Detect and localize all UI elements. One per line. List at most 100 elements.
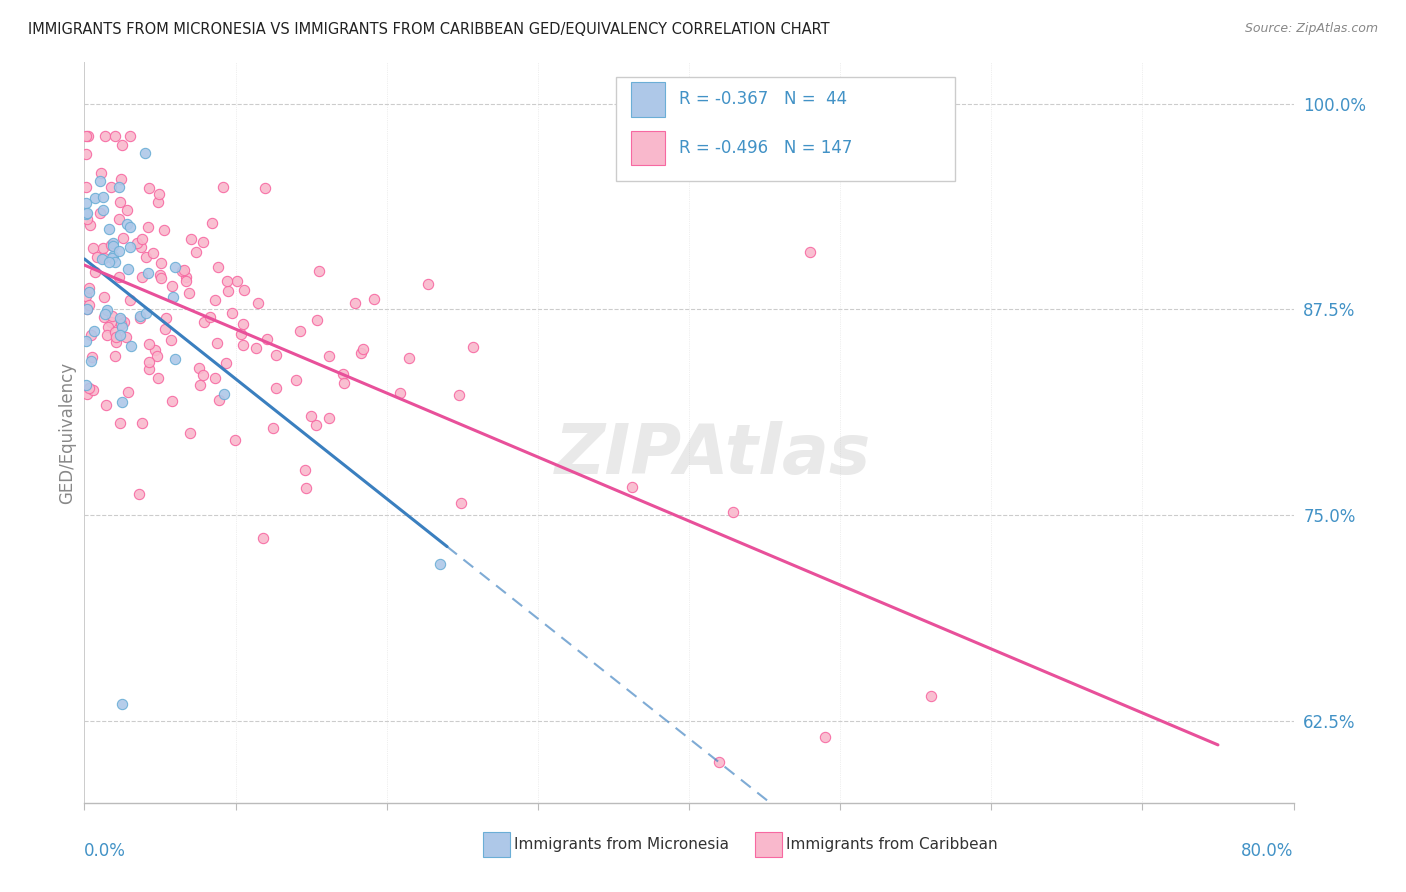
Point xyxy=(111,230,134,244)
Point xyxy=(318,350,340,364)
Point xyxy=(76,387,98,401)
Point xyxy=(115,202,138,217)
Point xyxy=(416,277,439,291)
Point xyxy=(179,426,201,441)
Point xyxy=(332,368,354,382)
Point xyxy=(191,368,214,383)
Point xyxy=(429,558,451,572)
Point xyxy=(142,245,165,260)
Point xyxy=(290,324,312,338)
Point xyxy=(295,481,318,495)
Point xyxy=(101,252,124,266)
Point xyxy=(89,205,111,219)
Point xyxy=(127,235,149,250)
Point xyxy=(129,240,152,254)
Point xyxy=(180,232,202,246)
Bar xyxy=(631,82,665,117)
Point xyxy=(79,354,101,368)
Point xyxy=(215,356,238,370)
Point xyxy=(103,239,125,253)
Point xyxy=(388,386,411,401)
Point xyxy=(100,309,122,323)
Point xyxy=(162,290,184,304)
Point xyxy=(82,350,104,364)
Point xyxy=(104,325,127,339)
Point xyxy=(117,384,139,399)
Point xyxy=(200,310,222,325)
Point xyxy=(138,219,160,234)
Text: Source: ZipAtlas.com: Source: ZipAtlas.com xyxy=(1244,22,1378,36)
Y-axis label: GED/Equivalency: GED/Equivalency xyxy=(58,361,76,504)
Point xyxy=(118,240,141,254)
Point xyxy=(77,281,100,295)
Point xyxy=(186,244,208,259)
Point xyxy=(76,206,98,220)
Point xyxy=(98,255,121,269)
Point xyxy=(93,307,115,321)
Point xyxy=(188,377,211,392)
Point xyxy=(307,313,329,327)
Point xyxy=(79,285,101,299)
Point xyxy=(149,271,172,285)
Point xyxy=(129,310,152,324)
Point xyxy=(131,270,153,285)
Point xyxy=(252,531,274,545)
Point xyxy=(111,137,134,152)
Point xyxy=(232,317,254,331)
Point xyxy=(84,265,107,279)
Point xyxy=(120,339,142,353)
Point xyxy=(146,349,169,363)
Point xyxy=(79,298,101,312)
Point xyxy=(398,351,420,365)
Point xyxy=(299,409,322,424)
Point xyxy=(75,180,97,194)
Point xyxy=(149,268,172,283)
Point xyxy=(108,211,131,226)
Text: IMMIGRANTS FROM MICRONESIA VS IMMIGRANTS FROM CARIBBEAN GED/EQUIVALENCY CORRELAT: IMMIGRANTS FROM MICRONESIA VS IMMIGRANTS… xyxy=(28,22,830,37)
Point xyxy=(447,388,470,402)
Point xyxy=(104,350,127,364)
Point xyxy=(108,311,131,326)
Point xyxy=(146,371,169,385)
Point xyxy=(226,274,249,288)
Point xyxy=(77,381,100,395)
Point xyxy=(118,293,141,307)
FancyBboxPatch shape xyxy=(616,78,955,181)
Point xyxy=(165,352,187,367)
Point xyxy=(709,755,731,769)
Point xyxy=(101,249,124,263)
Point xyxy=(262,421,284,435)
Point xyxy=(91,241,114,255)
Point xyxy=(110,313,132,327)
Point xyxy=(100,315,122,329)
Point xyxy=(138,355,160,369)
Point xyxy=(191,235,214,249)
Point xyxy=(135,251,157,265)
Point xyxy=(110,172,132,186)
Point xyxy=(343,296,366,310)
Point xyxy=(82,383,104,397)
Point xyxy=(294,463,316,477)
Point xyxy=(76,301,98,316)
Point xyxy=(105,334,128,349)
Bar xyxy=(755,832,782,857)
Point xyxy=(97,320,120,334)
Point xyxy=(77,129,100,144)
Point xyxy=(91,190,114,204)
Point xyxy=(148,187,170,202)
Point xyxy=(363,292,385,306)
Point xyxy=(79,219,101,233)
Point xyxy=(93,290,115,304)
Text: 0.0%: 0.0% xyxy=(84,842,127,860)
Point xyxy=(204,370,226,384)
Point xyxy=(233,283,256,297)
Point xyxy=(135,305,157,319)
Point xyxy=(75,378,97,392)
Point xyxy=(75,206,97,220)
Point xyxy=(212,179,235,194)
Point xyxy=(620,480,643,494)
Bar xyxy=(631,130,665,165)
Point xyxy=(146,194,169,209)
Point xyxy=(229,326,252,341)
Point xyxy=(143,343,166,358)
